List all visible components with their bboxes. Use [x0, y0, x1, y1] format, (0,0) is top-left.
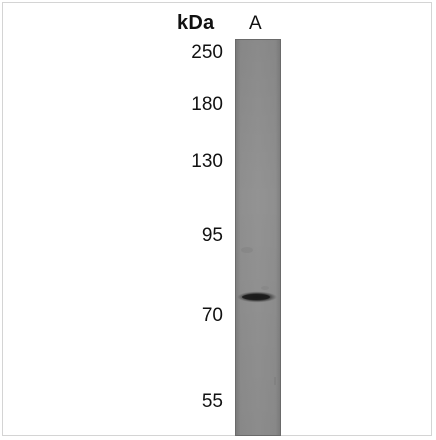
marker-55: 55 — [201, 391, 223, 412]
unit-label-kda: kDa — [177, 12, 215, 34]
image-frame: kDa A 250 180 130 95 70 55 — [2, 2, 432, 436]
marker-95: 95 — [201, 225, 223, 246]
lane-label-a: A — [249, 13, 262, 34]
marker-180: 180 — [191, 94, 223, 115]
blot-membrane — [235, 39, 281, 436]
marker-70: 70 — [201, 305, 223, 326]
marker-250: 250 — [191, 42, 223, 63]
marker-130: 130 — [191, 151, 223, 172]
blot-membrane-image — [235, 39, 281, 436]
